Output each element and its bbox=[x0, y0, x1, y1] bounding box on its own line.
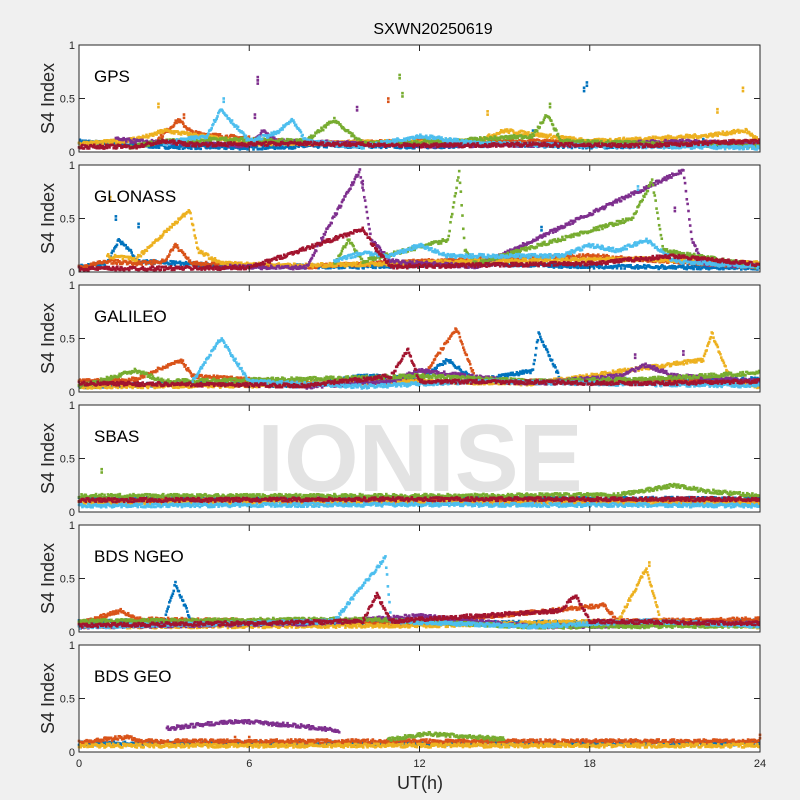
data-point bbox=[586, 84, 589, 87]
data-point bbox=[158, 146, 161, 149]
data-point bbox=[161, 135, 164, 138]
data-point bbox=[583, 90, 586, 93]
s4-index-figure: SXWN20250619 00.51S4 Index GPS00.51S4 Ind… bbox=[0, 0, 800, 800]
chart-title: SXWN20250619 bbox=[373, 21, 492, 38]
data-point bbox=[246, 148, 249, 151]
data-point bbox=[182, 122, 185, 125]
data-point bbox=[190, 147, 193, 150]
data-point bbox=[199, 148, 202, 151]
data-point bbox=[586, 81, 589, 84]
data-point bbox=[387, 97, 390, 100]
data-point bbox=[183, 117, 186, 120]
data-point bbox=[178, 147, 181, 150]
data-point bbox=[387, 101, 390, 104]
data-point bbox=[155, 133, 158, 136]
data-point bbox=[261, 148, 264, 151]
data-point bbox=[183, 113, 186, 116]
data-point bbox=[583, 87, 586, 90]
data-point bbox=[102, 143, 105, 146]
data-point bbox=[218, 147, 221, 150]
